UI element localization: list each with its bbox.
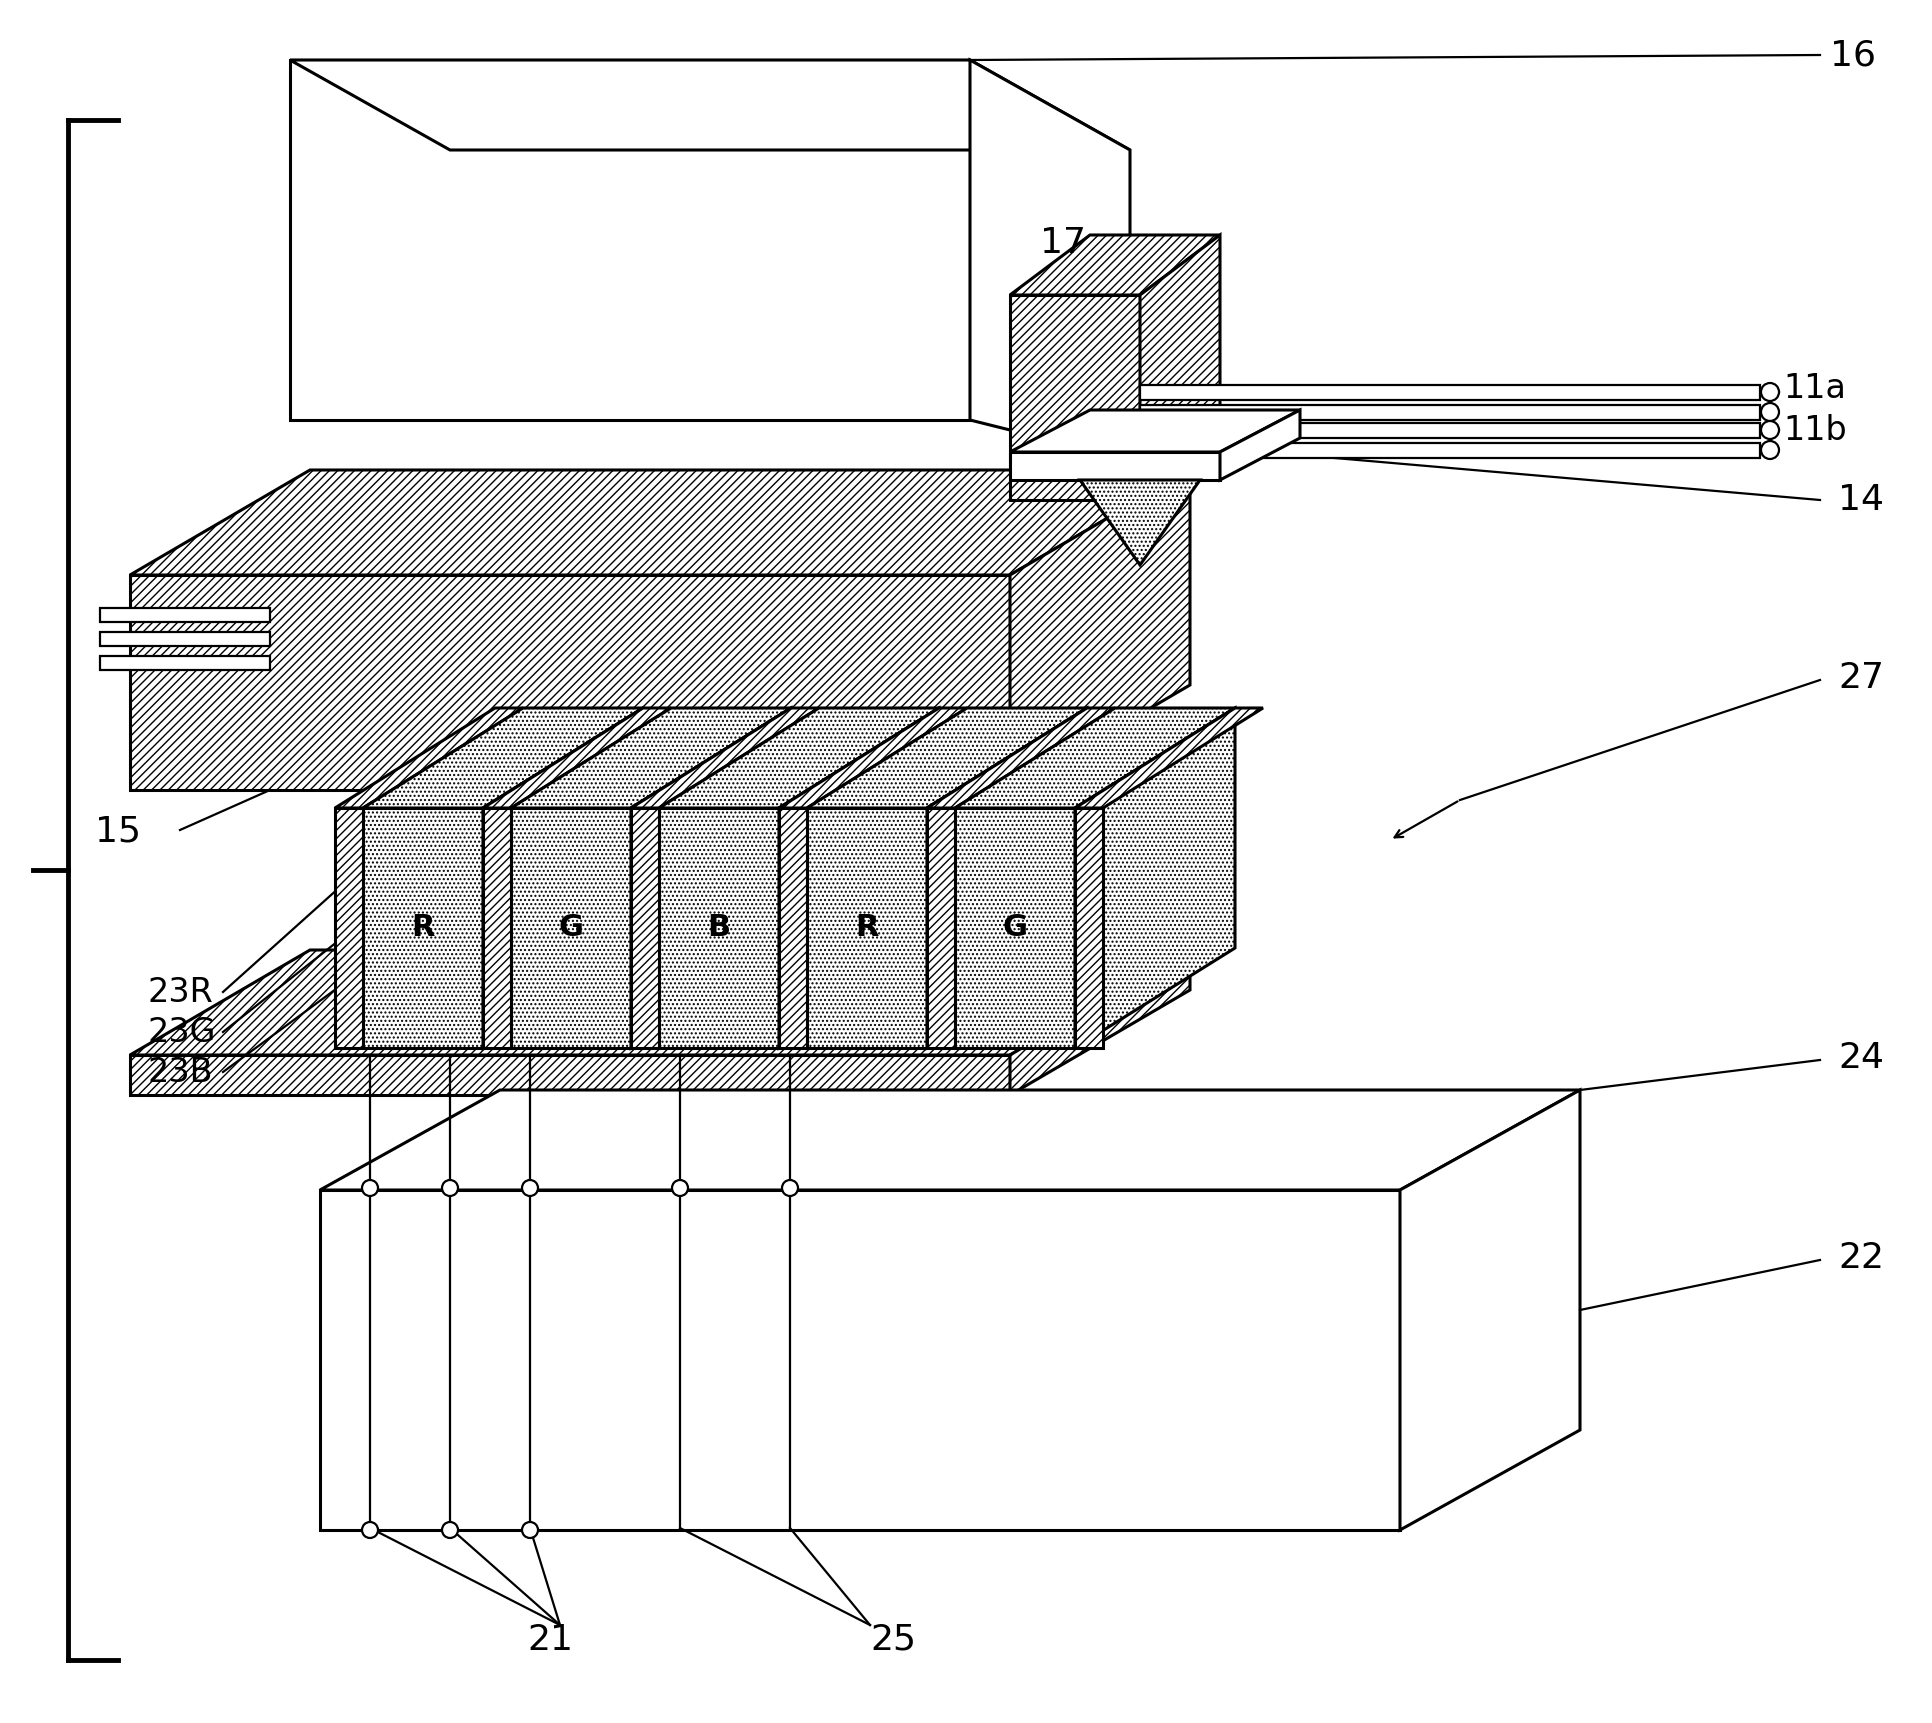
Polygon shape <box>363 808 483 1048</box>
Polygon shape <box>363 708 643 808</box>
Polygon shape <box>1080 481 1200 565</box>
Polygon shape <box>954 808 1074 1048</box>
Text: 25: 25 <box>869 1623 916 1658</box>
Polygon shape <box>100 632 270 646</box>
Text: B: B <box>707 913 730 942</box>
Polygon shape <box>779 708 939 1048</box>
Polygon shape <box>129 1054 1010 1096</box>
Text: R: R <box>856 913 879 942</box>
Text: 11a: 11a <box>1783 372 1845 405</box>
Text: 14: 14 <box>1837 482 1884 517</box>
Polygon shape <box>1010 295 1140 500</box>
Text: 22: 22 <box>1837 1241 1884 1275</box>
Polygon shape <box>779 708 968 808</box>
Polygon shape <box>483 708 643 1048</box>
Polygon shape <box>927 708 1115 808</box>
Polygon shape <box>100 656 270 670</box>
Circle shape <box>442 1521 458 1539</box>
Polygon shape <box>808 708 1088 808</box>
Polygon shape <box>1140 424 1760 438</box>
Text: 27: 27 <box>1837 662 1884 694</box>
Text: 15: 15 <box>95 815 141 849</box>
Polygon shape <box>1010 949 1190 1096</box>
Polygon shape <box>100 608 270 622</box>
Polygon shape <box>632 708 819 808</box>
Text: G: G <box>558 913 583 942</box>
Polygon shape <box>1010 410 1300 451</box>
Circle shape <box>782 1180 798 1196</box>
Polygon shape <box>927 708 1088 1048</box>
Polygon shape <box>510 808 632 1048</box>
Polygon shape <box>129 949 1190 1054</box>
Circle shape <box>1760 420 1779 439</box>
Polygon shape <box>1140 384 1760 400</box>
Polygon shape <box>483 808 510 1048</box>
Polygon shape <box>659 708 939 808</box>
Polygon shape <box>321 1091 1580 1191</box>
Circle shape <box>522 1521 537 1539</box>
Polygon shape <box>334 808 363 1048</box>
Polygon shape <box>1140 405 1760 420</box>
Text: 24: 24 <box>1837 1041 1884 1075</box>
Circle shape <box>1760 403 1779 420</box>
Polygon shape <box>510 708 790 808</box>
Polygon shape <box>129 470 1190 575</box>
Polygon shape <box>290 60 1130 150</box>
Text: 23G: 23G <box>149 1015 216 1049</box>
Polygon shape <box>1074 808 1103 1048</box>
Polygon shape <box>779 808 808 1048</box>
Circle shape <box>522 1180 537 1196</box>
Text: G: G <box>1003 913 1028 942</box>
Polygon shape <box>290 60 970 420</box>
Polygon shape <box>321 1191 1401 1530</box>
Polygon shape <box>632 808 659 1048</box>
Text: 11b: 11b <box>1783 414 1847 446</box>
Polygon shape <box>1010 234 1219 295</box>
Polygon shape <box>1140 443 1760 458</box>
Text: 23R: 23R <box>149 975 214 1008</box>
Polygon shape <box>1219 410 1300 481</box>
Circle shape <box>1760 383 1779 401</box>
Polygon shape <box>1010 470 1190 791</box>
Polygon shape <box>659 808 779 1048</box>
Polygon shape <box>632 708 790 1048</box>
Text: 23B: 23B <box>149 1056 214 1089</box>
Polygon shape <box>808 808 927 1048</box>
Text: 21: 21 <box>527 1623 574 1658</box>
Polygon shape <box>334 708 524 808</box>
Polygon shape <box>970 60 1130 460</box>
Circle shape <box>1760 441 1779 458</box>
Text: R: R <box>412 913 435 942</box>
Circle shape <box>361 1180 379 1196</box>
Circle shape <box>361 1521 379 1539</box>
Polygon shape <box>129 575 1010 791</box>
Circle shape <box>672 1180 688 1196</box>
Polygon shape <box>1010 451 1219 481</box>
Text: 17: 17 <box>1039 226 1086 260</box>
Polygon shape <box>1074 708 1235 1048</box>
Polygon shape <box>1140 234 1219 500</box>
Polygon shape <box>483 708 670 808</box>
Polygon shape <box>1401 1091 1580 1530</box>
Polygon shape <box>954 708 1235 808</box>
Polygon shape <box>1074 708 1264 808</box>
Polygon shape <box>927 808 954 1048</box>
Text: 16: 16 <box>1830 38 1876 72</box>
Circle shape <box>442 1180 458 1196</box>
